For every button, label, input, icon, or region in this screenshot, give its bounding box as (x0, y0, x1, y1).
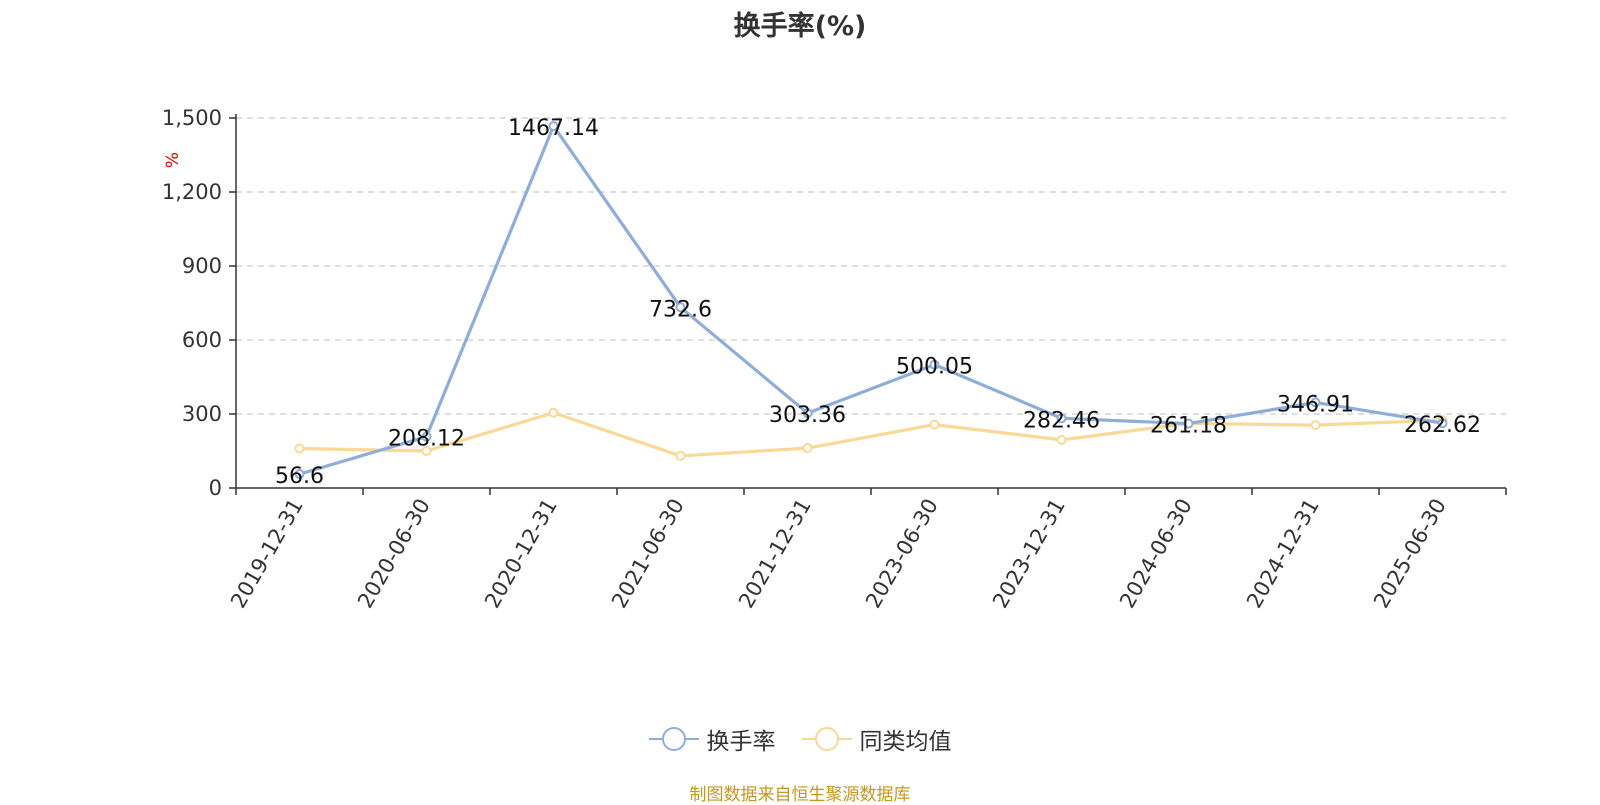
data-point-peer-average (294, 443, 305, 454)
data-label: 500.05 (896, 355, 973, 380)
legend-label-turnover: 换手率 (706, 729, 776, 755)
data-point-turnover (294, 469, 305, 480)
data-label: 56.6 (275, 464, 324, 489)
data-point-peer-average (1056, 434, 1067, 445)
data-point-turnover (1056, 413, 1067, 424)
data-point-turnover (1310, 397, 1321, 408)
legend-swatch-peer-average (801, 727, 852, 751)
legend-swatch-turnover (648, 727, 699, 751)
data-label: 303.36 (769, 403, 846, 428)
series-line-turnover (297, 124, 1445, 476)
y-tick-label: 600 (182, 328, 222, 352)
data-point-turnover (1183, 418, 1194, 429)
y-tick-label: 1,200 (162, 180, 222, 204)
data-label: 208.12 (388, 427, 465, 452)
data-point-peer-average (929, 419, 940, 430)
data-labels: 56.6 208.12 1467.14 732.6 303.36 500.05 282.46… (275, 116, 1481, 489)
y-tick-label: 1,500 (162, 106, 222, 130)
legend-label-peer-average: 同类均值 (859, 729, 952, 755)
x-tick-label: 2021-06-30 (607, 495, 689, 613)
data-point-turnover (675, 302, 686, 313)
x-tick-label: 2024-12-31 (1242, 495, 1324, 613)
y-tick-label: 300 (182, 402, 222, 426)
data-point-turnover (929, 359, 940, 370)
data-point-peer-average (1310, 420, 1321, 431)
series-line-peer-average (297, 411, 1445, 458)
data-label: 282.46 (1023, 408, 1100, 433)
x-tick-label: 2020-12-31 (480, 495, 562, 613)
legend-item-peer-average[interactable]: 同类均值 (801, 722, 952, 756)
data-label: 1467.14 (508, 116, 599, 141)
data-point-turnover (1437, 418, 1448, 429)
grid-lines (236, 117, 1506, 415)
data-label: 261.18 (1150, 414, 1227, 439)
data-point-turnover (421, 431, 432, 442)
source-note: 制图数据来自恒生聚源数据库 (689, 785, 911, 805)
data-point-peer-average (675, 450, 686, 461)
data-point-turnover (802, 408, 813, 419)
data-point-peer-average (421, 446, 432, 456)
data-label: 262.62 (1404, 413, 1481, 438)
y-tick-label: 0 (209, 476, 222, 500)
x-tick-label: 2019-12-31 (226, 495, 308, 613)
data-point-peer-average (548, 407, 559, 418)
data-label: 732.6 (649, 297, 712, 322)
axes: 0 300 600 900 1,200 1,500% 2019-12-31 2020-06-3… (162, 106, 1507, 613)
data-label: 346.91 (1277, 392, 1354, 417)
x-tick-label: 2023-06-30 (861, 495, 943, 613)
legend-item-turnover[interactable]: 换手率 (648, 722, 776, 756)
data-point-turnover (548, 121, 559, 132)
x-tick-label: 2020-06-30 (353, 495, 435, 613)
x-tick-label: 2025-06-30 (1369, 495, 1451, 613)
y-tick-label: 900 (182, 254, 222, 278)
series (294, 121, 1448, 480)
x-tick-label: 2021-12-31 (734, 495, 816, 613)
x-tick-label: 2023-12-31 (988, 495, 1070, 613)
x-tick-label: 2024-06-30 (1115, 495, 1197, 613)
legend: 换手率 同类均值 (0, 722, 1600, 756)
chart-title: 换手率(%) (733, 11, 867, 42)
data-point-peer-average (802, 443, 813, 454)
y-unit-label: % (163, 152, 183, 168)
